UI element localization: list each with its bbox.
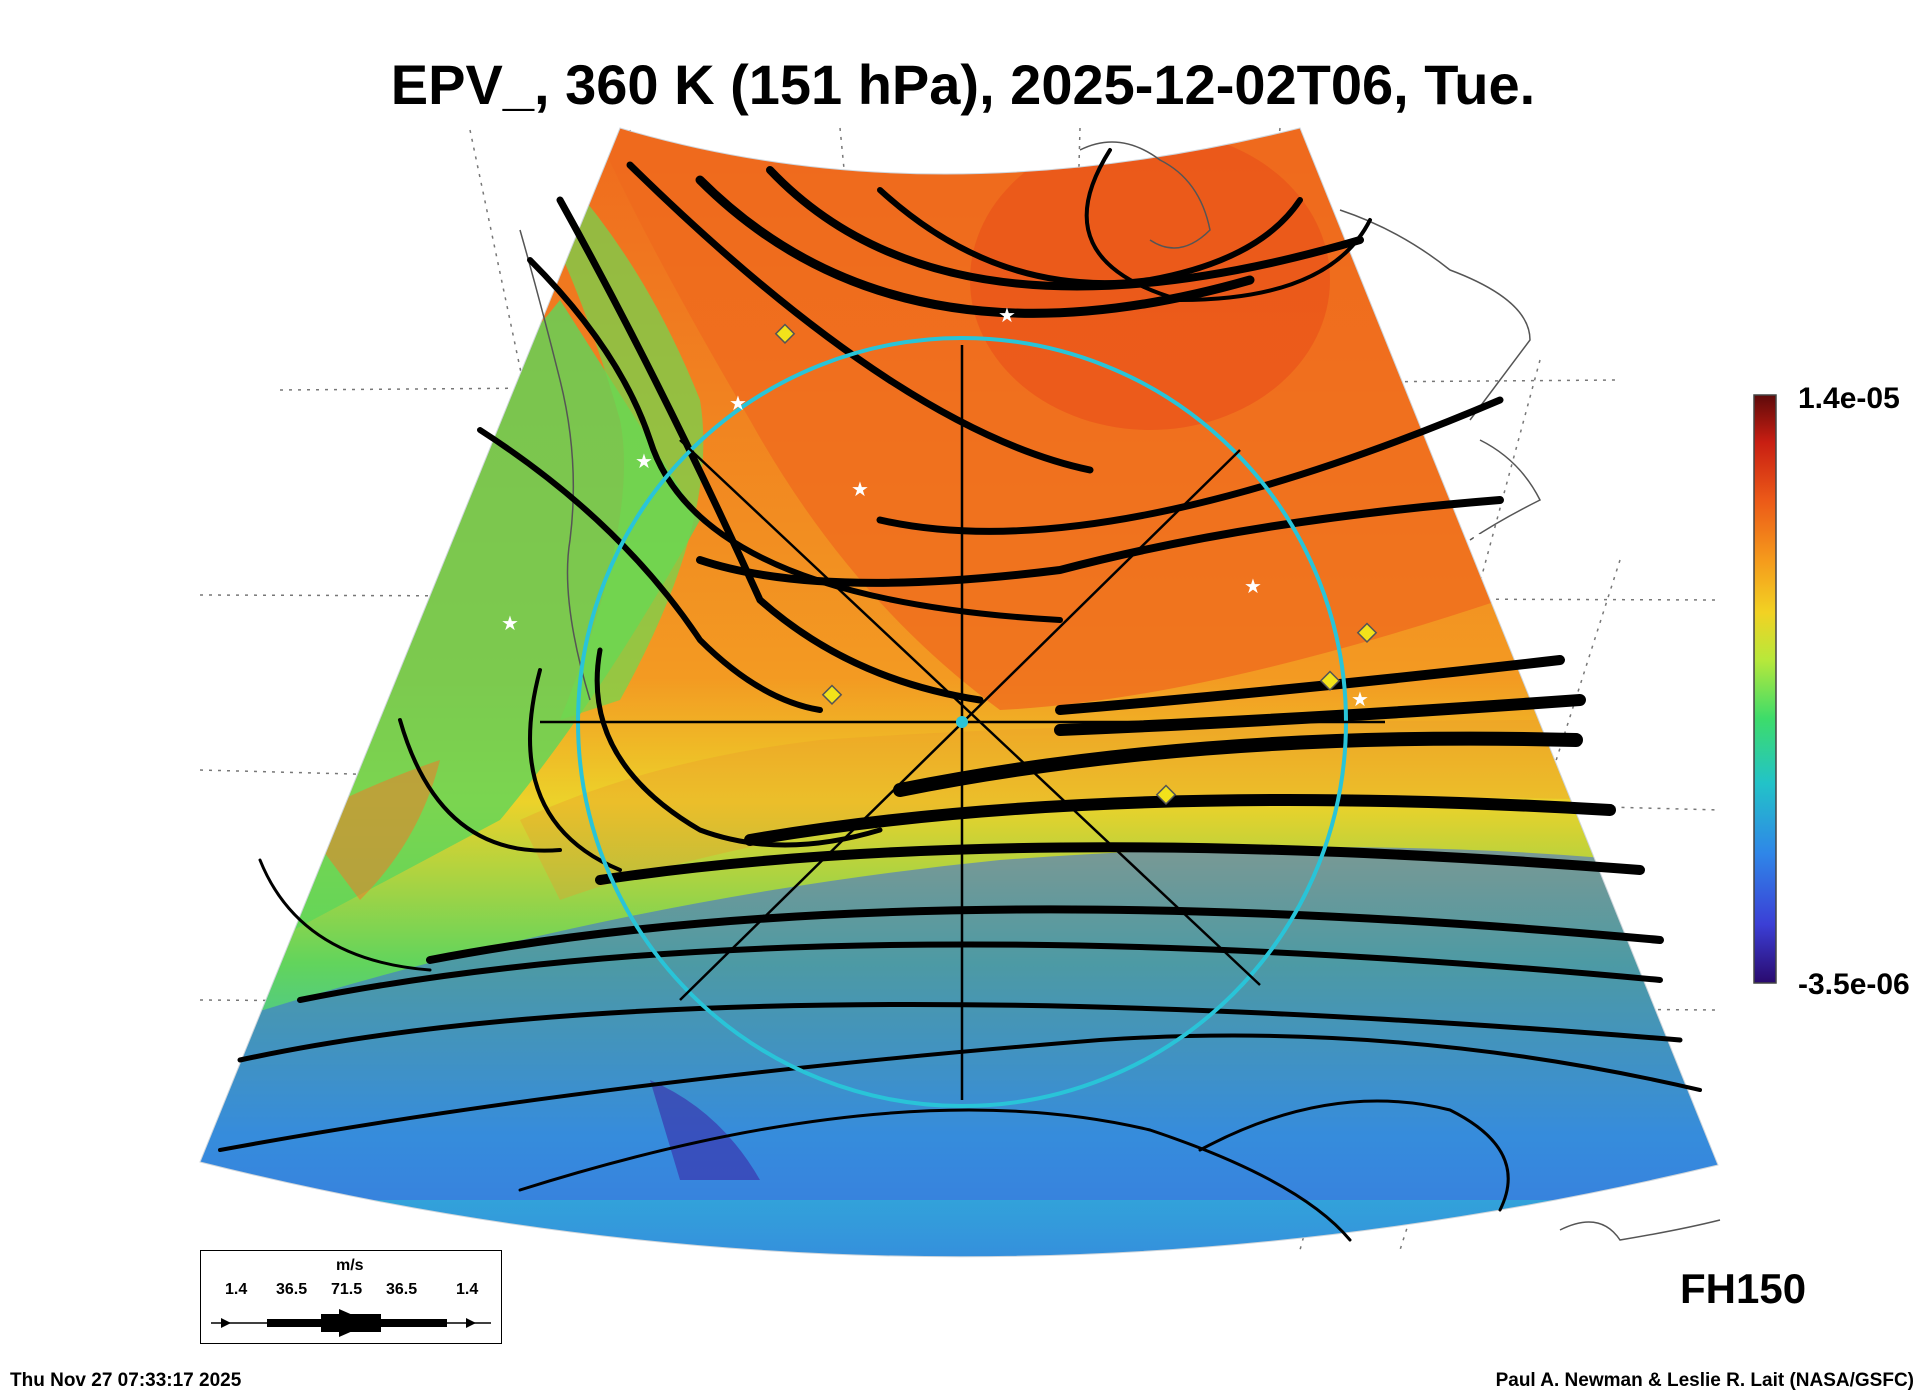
svg-text:★: ★ (1468, 526, 1486, 548)
svg-text:★: ★ (635, 451, 653, 473)
wind-legend: m/s 1.4 36.5 71.5 36.5 1.4 (200, 1250, 502, 1344)
svg-text:★: ★ (851, 479, 869, 501)
timestamp: Thu Nov 27 07:33:17 2025 (10, 1370, 242, 1391)
wind-legend-value: 36.5 (386, 1281, 418, 1298)
colorbar (1753, 394, 1777, 984)
wind-legend-arrows (211, 1309, 491, 1337)
wind-legend-unit: m/s (336, 1257, 364, 1274)
forecast-hour-label: FH150 (1680, 1265, 1807, 1312)
wind-legend-value: 1.4 (456, 1281, 479, 1298)
coastlines (519, 141, 1721, 1241)
star-markers: ★ ★ ★ ★ ★ ★ ★ ★ (501, 305, 1486, 711)
wind-legend-value: 71.5 (331, 1281, 363, 1298)
wind-legend-value: 1.4 (225, 1281, 248, 1298)
colorbar-min-label: -3.5e-06 (1798, 968, 1910, 1001)
station-markers (774, 323, 1378, 805)
colorbar-max-label: 1.4e-05 (1798, 382, 1900, 415)
svg-text:★: ★ (501, 613, 519, 635)
wind-streamlines (218, 148, 1702, 1242)
svg-text:★: ★ (729, 393, 747, 415)
svg-text:★: ★ (1244, 576, 1262, 598)
wind-legend-value: 36.5 (276, 1281, 308, 1298)
range-circle (540, 336, 1385, 1108)
svg-text:★: ★ (998, 305, 1016, 327)
page-title: EPV_, 360 K (151 hPa), 2025-12-02T06, Tu… (390, 53, 1536, 116)
svg-text:★: ★ (1351, 689, 1369, 711)
credit: Paul A. Newman & Leslie R. Lait (NASA/GS… (1495, 1370, 1914, 1391)
